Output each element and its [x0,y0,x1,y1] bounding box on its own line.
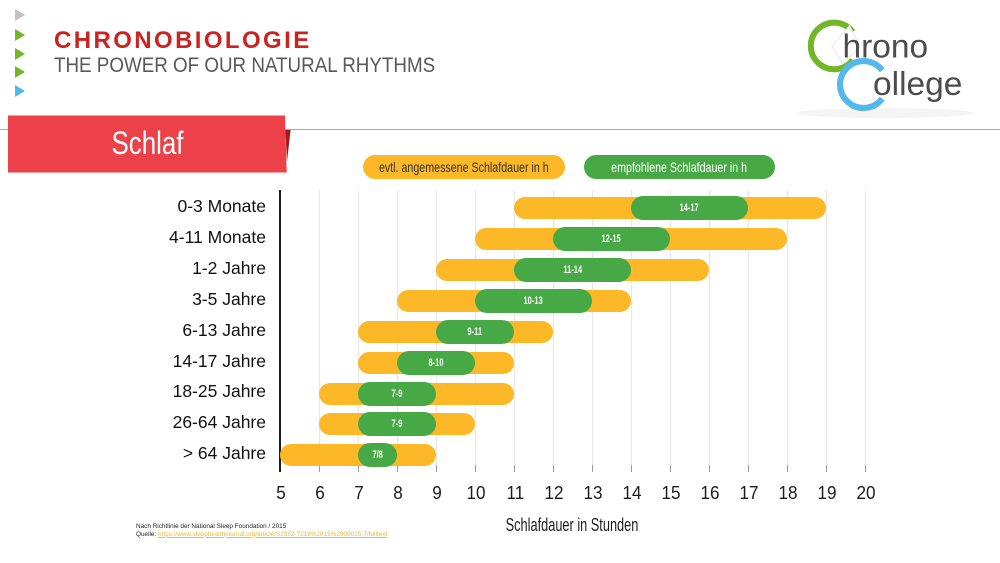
svg-text:hrono: hrono [843,29,929,66]
svg-text:ollege: ollege [873,66,962,103]
